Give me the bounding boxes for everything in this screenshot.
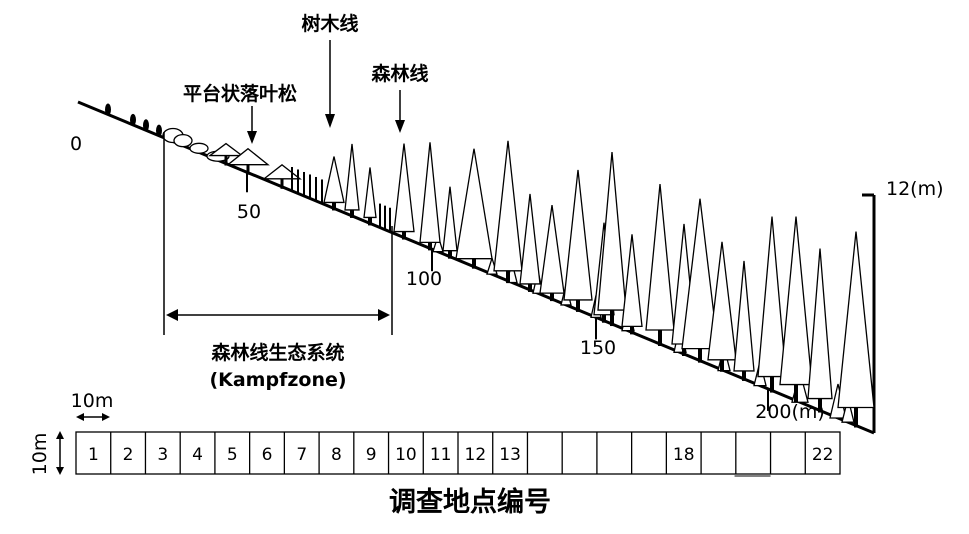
trees: [323, 140, 875, 428]
conifer-tree: [779, 216, 813, 386]
table-larch: [208, 142, 244, 157]
plot-number: 11: [430, 445, 452, 465]
conifer-tree: [645, 183, 675, 331]
small-tree: [841, 398, 855, 423]
conifer-tree: [757, 216, 787, 378]
krummholz-shrub: [105, 103, 111, 116]
plot-number: 9: [366, 445, 377, 465]
krummholz-shrub: [130, 113, 136, 126]
plot-number: 8: [331, 445, 342, 465]
plot-number: 2: [123, 445, 134, 465]
plot-number: 5: [227, 445, 238, 465]
conifer-tree: [539, 205, 565, 294]
conifer-tree: [323, 156, 345, 204]
height-scale-label: 12(m): [886, 178, 944, 200]
plot-number: 3: [157, 445, 168, 465]
ten-m-vertical-arrow: [56, 431, 64, 475]
arrow-tree-line: [325, 40, 335, 128]
conifer-tree: [837, 231, 875, 409]
conifer-tree: [621, 234, 643, 328]
conifer-tree: [681, 198, 719, 350]
plot-grid: 1 2 3 4 5 6 7 8 9 10 11 12 13 18 22: [75, 431, 841, 477]
conifer-tree: [419, 142, 441, 244]
table-larch: [262, 164, 302, 180]
plot-number: 18: [673, 445, 695, 465]
arrow-table-larch: [247, 106, 257, 144]
ecotone-label: 森林线生态系统: [211, 341, 344, 364]
conifer-tree: [393, 143, 415, 233]
conifer-tree: [807, 248, 833, 400]
forest-line-label: 森林线: [371, 62, 428, 85]
plot-number-title: 调查地点编号: [389, 486, 551, 518]
conifer-tree: [733, 260, 755, 372]
ten-m-vertical-label: 10m: [29, 433, 51, 476]
distance-tick-label: 150: [580, 337, 616, 359]
krummholz-shrub: [156, 124, 162, 137]
conifer-tree: [344, 143, 360, 211]
ten-m-horizontal-label: 10m: [71, 390, 114, 412]
ecotone-span-arrow: [166, 309, 390, 321]
conifer-tree: [597, 151, 627, 311]
conifer-tree: [563, 169, 593, 301]
distance-tick-label: 100: [406, 268, 442, 290]
conifer-tree: [707, 241, 737, 361]
distance-tick-label: 0: [70, 133, 82, 155]
krummholz-shrubs: [105, 103, 391, 232]
ecotone-english-label: (Kampfzone): [209, 369, 346, 391]
plot-number: 1: [88, 445, 99, 465]
distance-tick-label: 50: [237, 201, 261, 223]
krummholz-shrub: [189, 142, 209, 154]
plot-number: 10: [395, 445, 417, 465]
conifer-tree: [442, 186, 458, 252]
arrow-forest-line: [395, 90, 405, 133]
conifer-tree: [519, 193, 541, 285]
plot-number: 22: [812, 445, 834, 465]
table-larch-label: 平台状落叶松: [183, 82, 297, 105]
distance-ticks: 0 50 100 150 200(m): [70, 133, 825, 423]
conifer-tree: [363, 167, 377, 219]
krummholz-shrub: [173, 134, 193, 148]
plot-number: 6: [262, 445, 273, 465]
conifer-tree: [493, 140, 523, 272]
conifer-tree: [455, 148, 493, 260]
plot-number: 7: [296, 445, 307, 465]
plot-number: 4: [192, 445, 203, 465]
small-tree: [432, 233, 444, 253]
plot-number: 12: [465, 445, 487, 465]
krummholz-shrub: [143, 119, 149, 132]
ten-m-horizontal-arrow: [76, 413, 110, 421]
tree-line-label: 树木线: [301, 12, 358, 35]
distance-tick-label: 200(m): [755, 401, 825, 423]
plot-number: 13: [499, 445, 521, 465]
